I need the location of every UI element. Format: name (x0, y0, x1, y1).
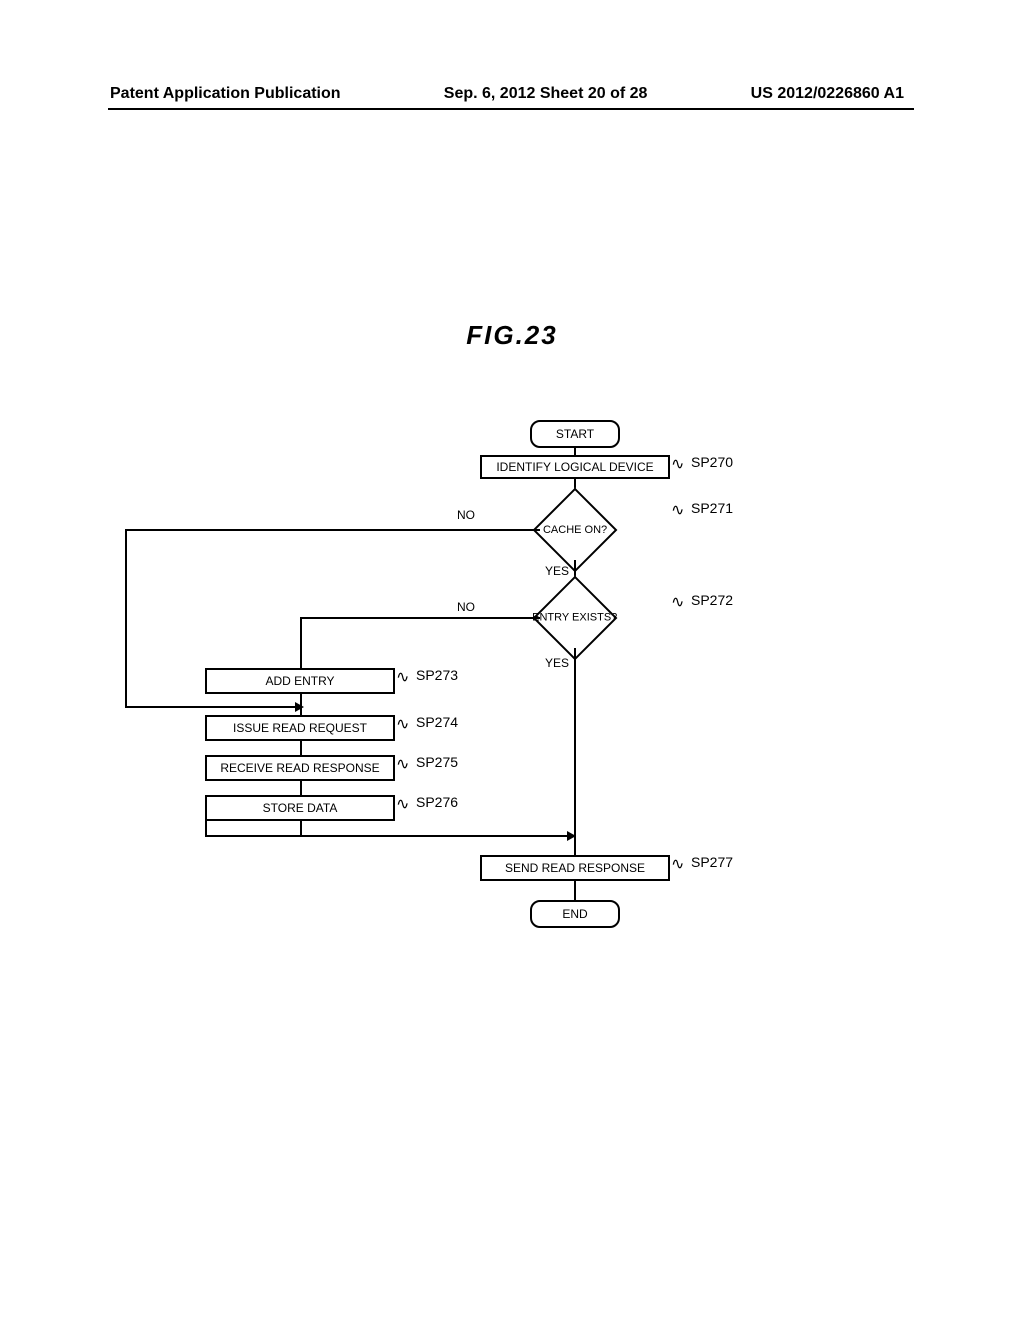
ref-sp275-mark: ∿ (396, 754, 409, 774)
branch-no-1: NO (457, 508, 475, 522)
header-right: US 2012/0226860 A1 (751, 85, 904, 103)
ref-sp272-mark: ∿ (671, 592, 684, 612)
node-sp270: IDENTIFY LOGICAL DEVICE (480, 455, 670, 479)
node-sp274-label: ISSUE READ REQUEST (233, 721, 367, 735)
ref-sp272: SP272 (691, 592, 733, 608)
edge-sp272-no-v (300, 617, 302, 668)
ref-sp270: SP270 (691, 454, 733, 470)
node-sp272-label: ENTRY EXISTS? (532, 612, 617, 624)
node-sp276: STORE DATA (205, 795, 395, 821)
ref-sp274-mark: ∿ (396, 714, 409, 734)
node-sp273: ADD ENTRY (205, 668, 395, 694)
ref-sp274: SP274 (416, 714, 458, 730)
ref-sp277-mark: ∿ (671, 854, 684, 874)
node-sp275: RECEIVE READ RESPONSE (205, 755, 395, 781)
ref-sp273-mark: ∿ (396, 667, 409, 687)
header-center: Sep. 6, 2012 Sheet 20 of 28 (444, 85, 648, 103)
node-start-label: START (556, 427, 594, 441)
node-sp275-label: RECEIVE READ RESPONSE (220, 761, 379, 775)
edge-sp272-yes (574, 648, 576, 855)
header-left: Patent Application Publication (110, 85, 341, 103)
node-sp273-label: ADD ENTRY (265, 674, 334, 688)
figure-title: FIG.23 (466, 320, 557, 351)
ref-sp273: SP273 (416, 667, 458, 683)
page-header: Patent Application Publication Sep. 6, 2… (110, 85, 904, 103)
edge-sp272-no-h (300, 617, 540, 619)
node-end-label: END (562, 907, 587, 921)
node-start: START (530, 420, 620, 448)
edge-sp274-sp275 (300, 741, 302, 755)
header-divider (108, 108, 914, 110)
ref-sp277: SP277 (691, 854, 733, 870)
edge-sp276-underbox (205, 821, 207, 837)
node-sp276-label: STORE DATA (263, 801, 338, 815)
edge-sp275-sp276 (300, 781, 302, 795)
node-end: END (530, 900, 620, 928)
node-sp277-label: SEND READ RESPONSE (505, 861, 645, 875)
edge-sp271-no-v (125, 529, 127, 708)
edge-sp271-no-h (125, 529, 540, 531)
edge-sp276-down (300, 821, 302, 835)
edge-start-sp270 (574, 448, 576, 455)
edge-sp276-right (205, 835, 576, 837)
branch-yes-1: YES (545, 564, 569, 578)
node-sp270-label: IDENTIFY LOGICAL DEVICE (496, 460, 653, 474)
node-sp271-label: CACHE ON? (543, 524, 607, 536)
node-sp274: ISSUE READ REQUEST (205, 715, 395, 741)
flowchart-diagram: START IDENTIFY LOGICAL DEVICE ∿ SP270 CA… (105, 410, 915, 970)
edge-sp273-sp274 (300, 694, 302, 715)
edge-sp277-end (574, 881, 576, 900)
ref-sp276-mark: ∿ (396, 794, 409, 814)
branch-no-2: NO (457, 600, 475, 614)
arrow-sp276-merge (567, 831, 576, 841)
ref-sp270-mark: ∿ (671, 454, 684, 474)
ref-sp271: SP271 (691, 500, 733, 516)
ref-sp276: SP276 (416, 794, 458, 810)
edge-sp271-no-h2 (125, 706, 300, 708)
branch-yes-2: YES (545, 656, 569, 670)
node-sp277: SEND READ RESPONSE (480, 855, 670, 881)
ref-sp275: SP275 (416, 754, 458, 770)
ref-sp271-mark: ∿ (671, 500, 684, 520)
